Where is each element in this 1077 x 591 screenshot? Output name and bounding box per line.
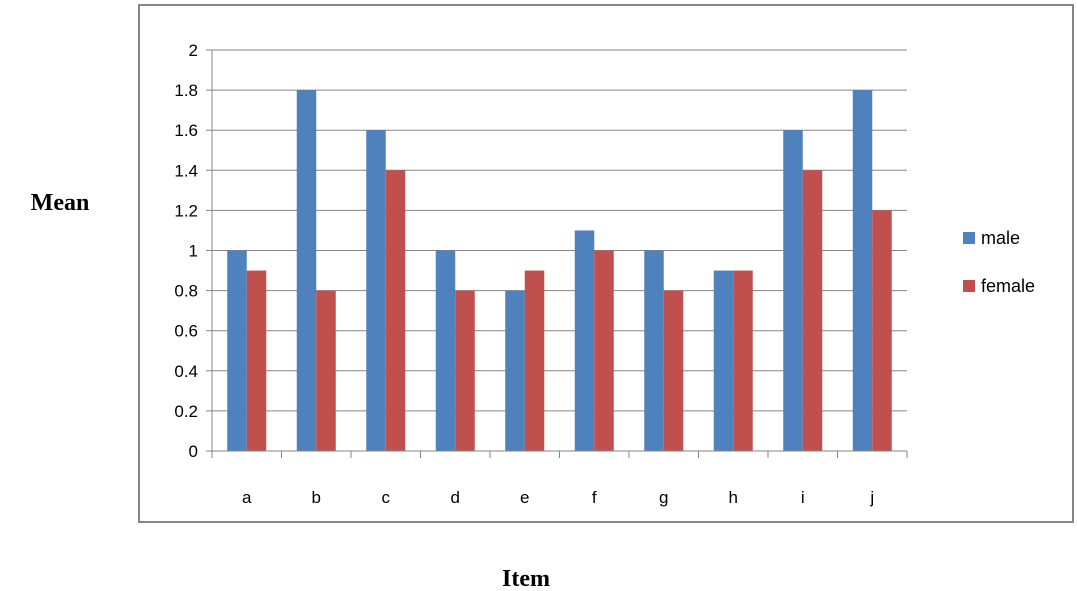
x-tick-label: e — [520, 488, 529, 507]
y-tick-label: 0.8 — [174, 282, 198, 301]
bar-male-g — [644, 250, 664, 451]
bar-male-b — [296, 90, 317, 451]
legend-swatch-male — [963, 232, 975, 244]
bar-female-j — [872, 210, 892, 451]
y-tick-label: 0.4 — [174, 362, 198, 381]
bar-male-i — [783, 130, 803, 451]
bar-female-i — [802, 170, 823, 452]
bar-male-f — [574, 230, 595, 451]
legend: male female — [963, 228, 1035, 296]
y-tick-label: 1 — [189, 242, 198, 261]
axes — [211, 50, 908, 458]
bar-male-c — [366, 130, 386, 451]
y-axis-title: Mean — [31, 190, 90, 216]
y-tick-label: 0.2 — [174, 402, 198, 421]
x-tick-label: h — [729, 488, 738, 507]
y-tick-label: 0 — [189, 442, 198, 461]
x-tick-label: d — [451, 488, 460, 507]
bar-male-j — [852, 90, 873, 451]
x-tick-label: a — [242, 488, 252, 507]
bar-male-a — [227, 250, 247, 451]
bar-female-a — [246, 270, 267, 451]
bar-female-f — [594, 250, 614, 451]
legend-label-female: female — [981, 276, 1035, 296]
y-tick-labels: 0 0.2 0.4 0.6 0.8 1 1.2 1.4 1.6 1.8 2 — [174, 41, 198, 461]
x-tick-label: c — [382, 488, 391, 507]
x-tick-label: b — [312, 488, 321, 507]
y-tick-label: 0.6 — [174, 322, 198, 341]
bar-female-d — [455, 290, 475, 451]
y-tick-label: 1.8 — [174, 81, 198, 100]
x-axis-title: Item — [502, 566, 550, 591]
bar-male-d — [435, 250, 456, 451]
bar-female-c — [385, 170, 406, 452]
legend-label-male: male — [981, 228, 1020, 248]
bar-female-b — [316, 290, 336, 451]
bar-female-g — [663, 290, 684, 451]
y-tick-label: 1.6 — [174, 121, 198, 140]
x-tick-labels: a b c d e f g h i j — [242, 488, 874, 507]
x-tick-label: i — [801, 488, 805, 507]
legend-swatch-female — [963, 280, 975, 292]
bars — [227, 90, 892, 452]
bar-female-h — [733, 270, 753, 451]
x-tick-label: f — [592, 488, 597, 507]
y-tick-label: 1.4 — [174, 161, 198, 180]
bar-male-h — [713, 270, 734, 451]
bar-female-e — [524, 270, 545, 451]
x-tick-label: g — [659, 488, 668, 507]
y-tick-label: 2 — [189, 41, 198, 60]
y-tick-label: 1.2 — [174, 201, 198, 220]
x-tick-label: j — [869, 488, 874, 507]
bar-male-e — [505, 290, 525, 451]
